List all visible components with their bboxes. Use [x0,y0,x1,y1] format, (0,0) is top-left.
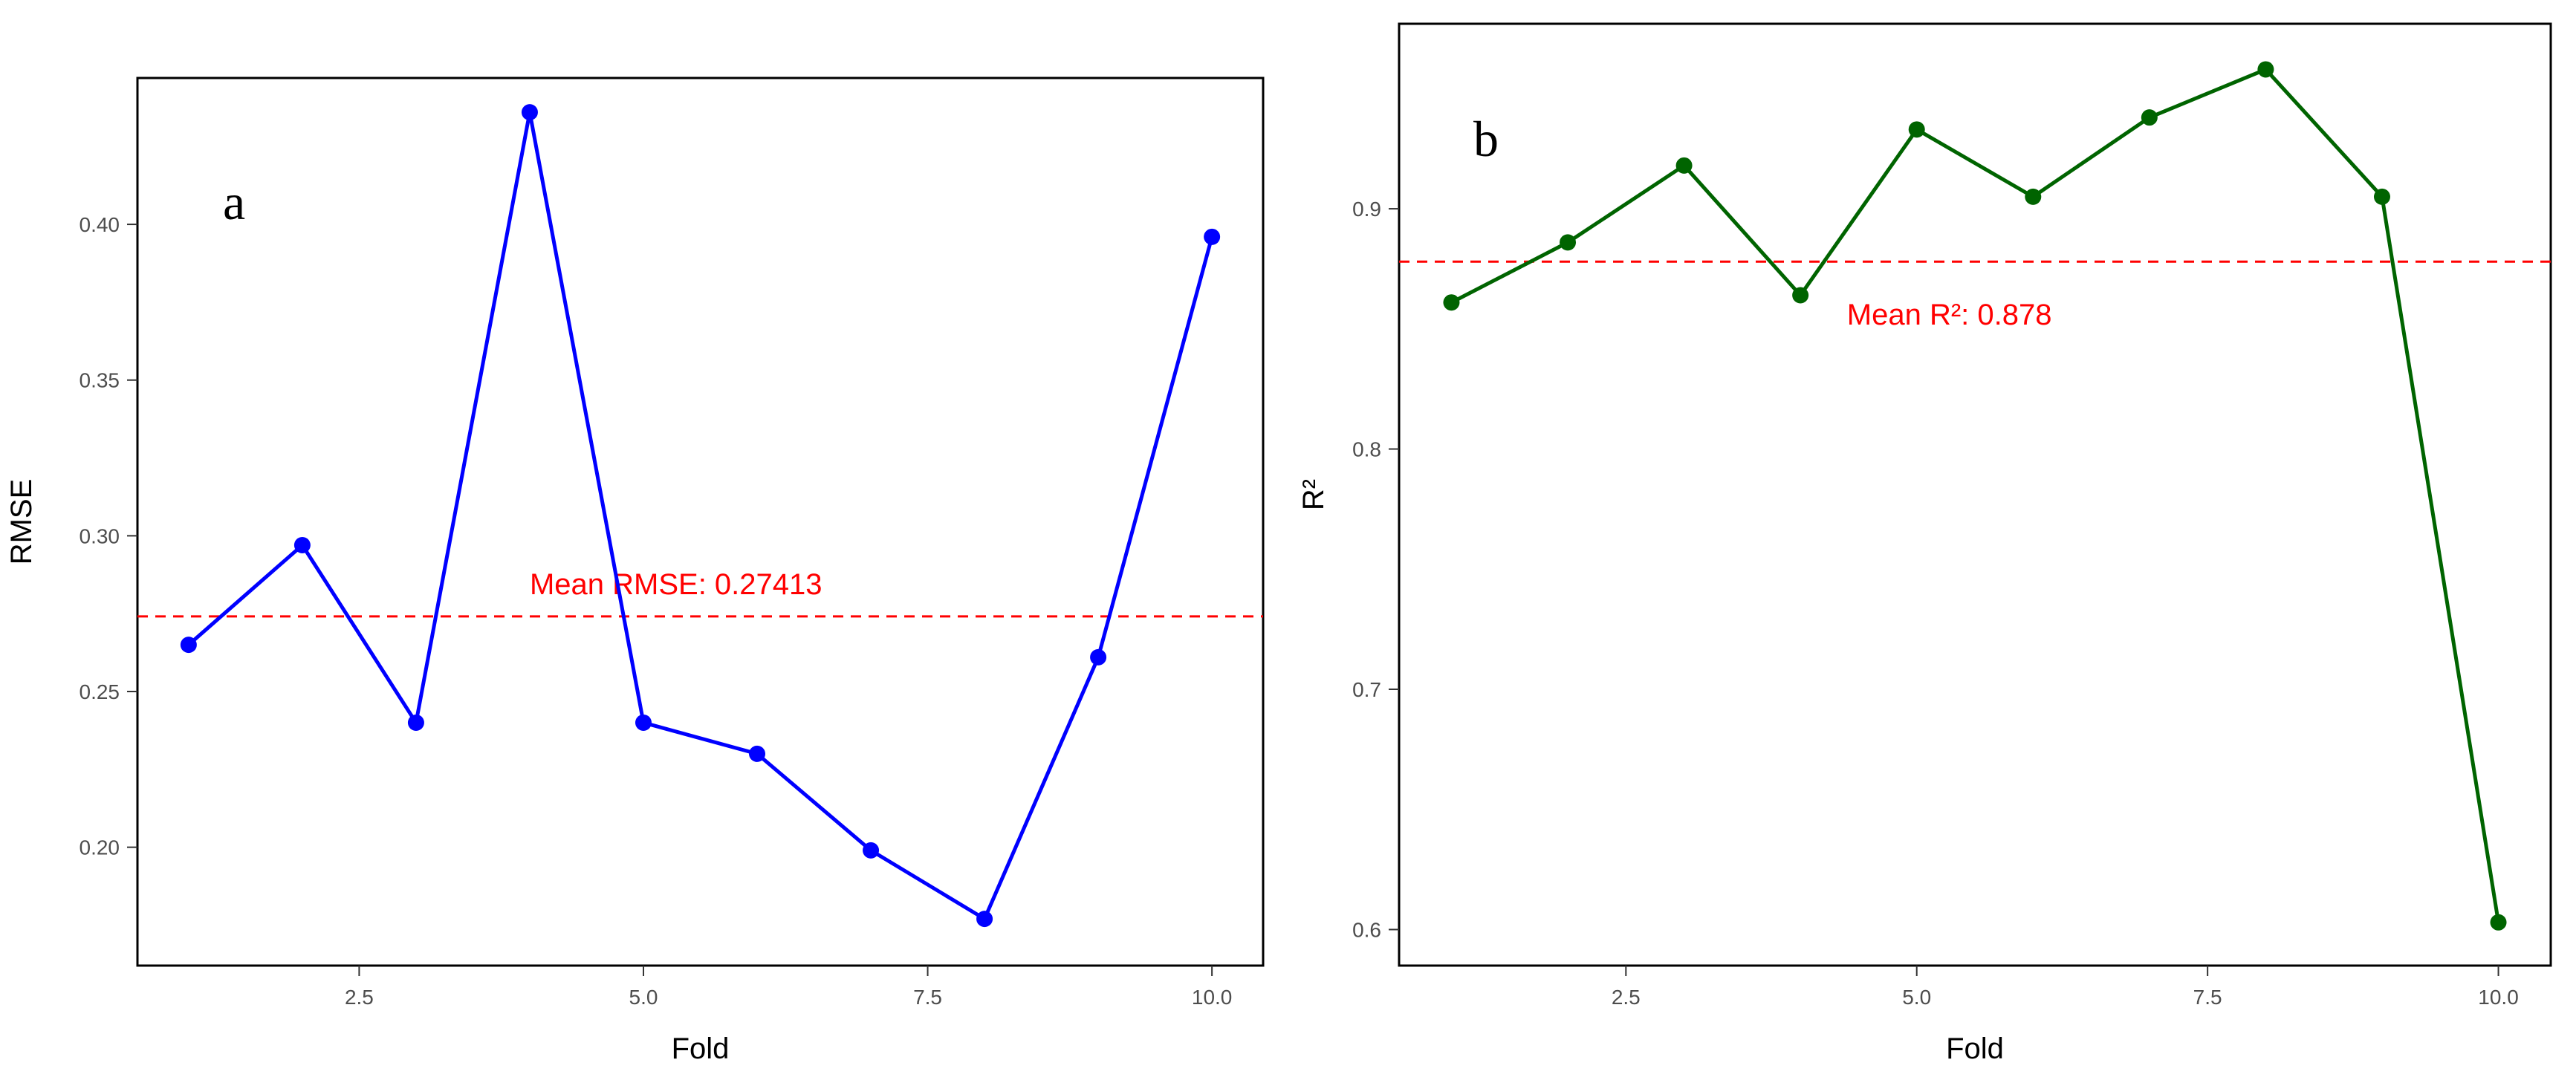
x-tick-label: 5.0 [1902,986,1931,1009]
y-tick-label: 0.7 [1352,678,1381,701]
r2-data-point [1675,157,1693,174]
panel-letter: b [1473,111,1499,167]
x-tick-label: 10.0 [2478,986,2519,1009]
rmse-data-point [749,745,766,762]
r2-data-point [1792,287,1809,304]
r2-data-point [2257,61,2274,78]
r2-data-point [2025,188,2042,205]
rmse-data-point [1204,228,1221,245]
r2-data-point [2141,109,2158,126]
x-axis-title: Fold [1946,1032,2004,1065]
y-tick-label: 0.40 [80,213,120,236]
y-tick-label: 0.8 [1352,438,1381,461]
rmse-data-point [293,536,311,553]
x-tick-label: 7.5 [2193,986,2222,1009]
y-tick-label: 0.30 [80,524,120,547]
r2-mean-label: Mean R²: 0.878 [1847,299,2052,331]
x-axis-title: Fold [672,1032,730,1065]
x-tick-label: 2.5 [345,986,374,1009]
rmse-data-point [407,714,424,731]
rmse-chart: 2.5 5.0 7.5 10.0 0.20 0.25 0.30 0.35 0.40 Fold RMS… [5,77,1265,1065]
x-tick-label: 7.5 [913,986,942,1009]
r2-chart: 2.5 5.0 7.5 10.0 0.6 0.7 0.8 0.9 Fold R² b Mean R²:… [1297,22,2552,1065]
r2-data-point [2373,188,2390,205]
rmse-data-point [180,637,197,654]
y-axis-title: R² [1297,479,1330,510]
rmse-data-point [863,842,880,859]
x-tick-label: 5.0 [629,986,658,1009]
r2-data-point [1443,294,1460,311]
plot-frame [1398,22,2552,967]
r2-data-point [1560,234,1577,251]
y-tick-label: 0.6 [1352,918,1381,941]
rmse-mean-label: Mean RMSE: 0.27413 [530,568,823,601]
y-axis-title: RMSE [5,479,38,565]
x-tick-label: 10.0 [1192,986,1233,1009]
y-tick-label: 0.35 [80,369,120,392]
panel-letter: a [223,174,245,230]
rmse-data-point [635,714,652,731]
y-tick-label: 0.9 [1352,198,1381,221]
y-tick-label: 0.25 [80,680,120,703]
plot-frame [136,77,1265,967]
r2-data-point [1908,121,1925,138]
y-tick-label: 0.20 [80,836,120,859]
rmse-data-point [521,104,538,121]
x-tick-label: 2.5 [1612,986,1641,1009]
r2-series-line [1450,67,2501,923]
rmse-data-point [1090,648,1107,666]
rmse-series-line [187,110,1214,921]
r2-data-point [2490,914,2507,931]
rmse-data-point [976,911,993,928]
